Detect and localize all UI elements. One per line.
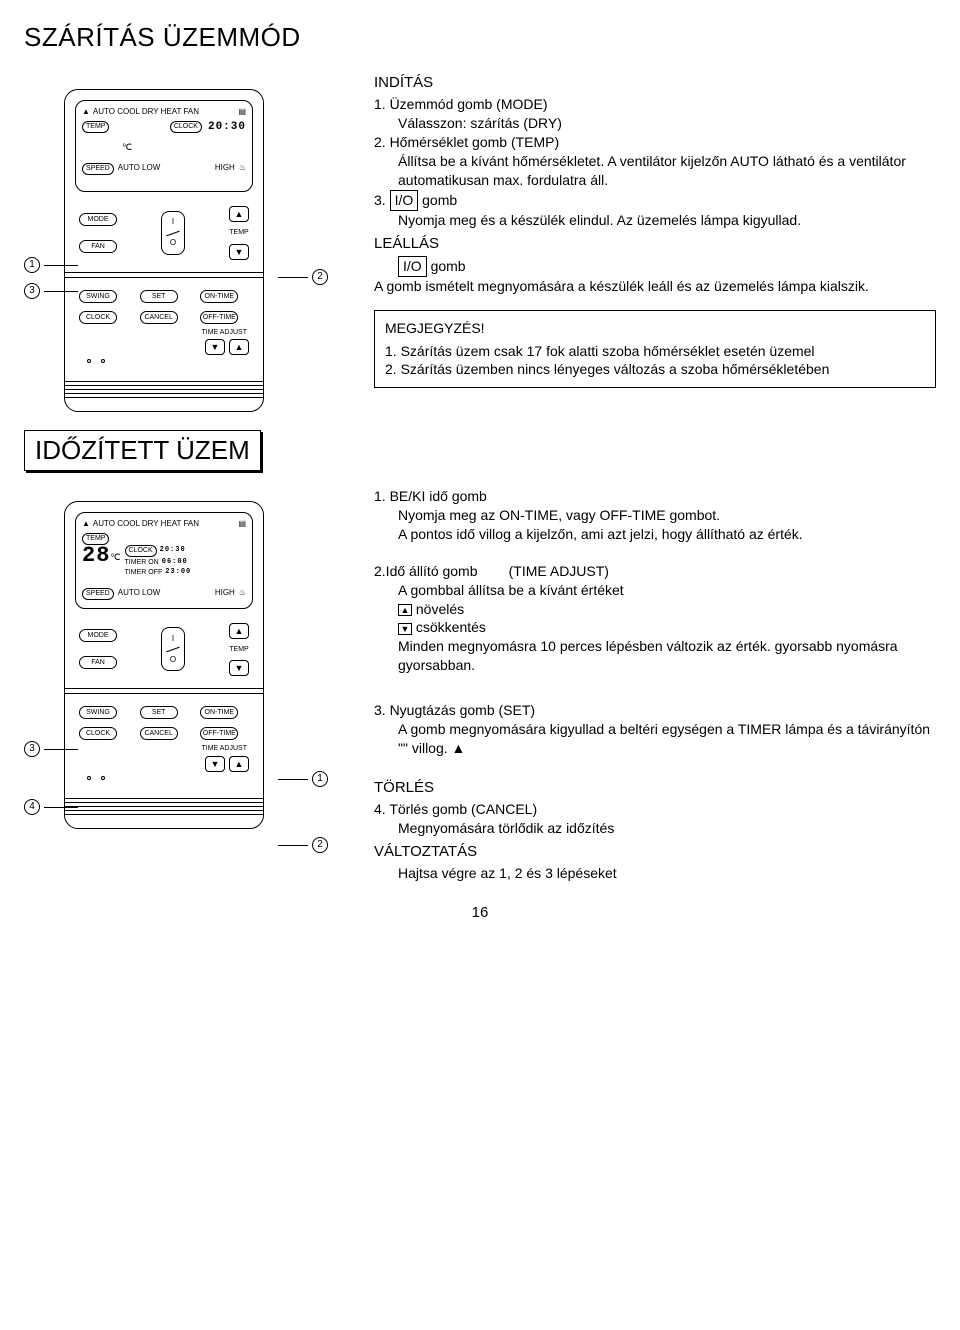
signal-icon: ▤ [238, 107, 246, 118]
off-time-button[interactable]: OFF-TIME [200, 311, 238, 324]
fan-icon: ♨ [239, 163, 246, 174]
tri-up-icon [82, 107, 90, 118]
page-number: 16 [24, 903, 936, 923]
callout-2: 2 [312, 269, 328, 285]
fan-button[interactable]: FAN [79, 240, 117, 253]
clock-button-2[interactable]: CLOCK [79, 727, 117, 740]
time-down-button[interactable]: ▼ [205, 339, 225, 355]
title-dry-mode: SZÁRÍTÁS ÜZEMMÓD [24, 20, 936, 55]
speed-pill-2: SPEED [82, 588, 114, 600]
cancel-button[interactable]: CANCEL [140, 311, 178, 324]
tri-up-icon-2 [82, 519, 90, 530]
io-button[interactable]: I O [161, 211, 185, 255]
temp-up-button-2[interactable]: ▲ [229, 623, 249, 639]
temp-pill: TEMP [82, 121, 109, 133]
clock-button[interactable]: CLOCK [79, 311, 117, 324]
mode-button[interactable]: MODE [79, 213, 117, 226]
fan-icon-2: ♨ [239, 588, 246, 599]
time-down-button-2[interactable]: ▼ [205, 756, 225, 772]
display-panel: AUTO COOL DRY HEAT FAN ▤ TEMP CLOCK 20:3… [75, 100, 253, 192]
callout-4: 4 [24, 799, 40, 815]
speed-pill: SPEED [82, 163, 114, 175]
note-box: MEGJEGYZÉS! 1. Szárítás üzem csak 17 fok… [374, 310, 936, 389]
callout-1: 1 [24, 257, 40, 273]
on-time-button[interactable]: ON-TIME [200, 290, 238, 303]
title-timer-mode: IDŐZÍTETT ÜZEM [24, 430, 261, 471]
io-box: I/O [390, 190, 419, 211]
signal-icon-2: ▤ [238, 519, 246, 530]
io-box-2: I/O [398, 256, 427, 277]
up-tri-icon: ▲ [398, 604, 412, 616]
instructions-timer: 1. BE/KI idő gomb Nyomja meg az ON-TIME,… [354, 481, 936, 883]
remote-2: 3 4 1 2 AUTO COOL DRY HEAT FAN [24, 481, 354, 829]
set-button[interactable]: SET [140, 290, 178, 303]
io-button-2[interactable]: I O [161, 627, 185, 671]
callout-3: 3 [24, 283, 40, 299]
remote-1: 1 3 2 AUTO COOL DRY HEAT FAN ▤ [24, 69, 354, 412]
set-button-2[interactable]: SET [140, 706, 178, 719]
cancel-button-2[interactable]: CANCEL [140, 727, 178, 740]
time-up-button[interactable]: ▲ [229, 339, 249, 355]
swing-button[interactable]: SWING [79, 290, 117, 303]
temp-down-button[interactable]: ▼ [229, 244, 249, 260]
display-panel-2: AUTO COOL DRY HEAT FAN ▤ TEMP 28 ℃ CLOCK… [75, 512, 253, 609]
on-time-button-2[interactable]: ON-TIME [200, 706, 238, 719]
instructions-dry: INDÍTÁS 1. Üzemmód gomb (MODE) Válasszon… [354, 69, 936, 388]
temp-up-button[interactable]: ▲ [229, 206, 249, 222]
clock-pill: CLOCK [170, 121, 202, 133]
swing-button-2[interactable]: SWING [79, 706, 117, 719]
time-up-button-2[interactable]: ▲ [229, 756, 249, 772]
mode-button-2[interactable]: MODE [79, 629, 117, 642]
off-time-button-2[interactable]: OFF-TIME [200, 727, 238, 740]
temp-down-button-2[interactable]: ▼ [229, 660, 249, 676]
callout-3b: 3 [24, 741, 40, 757]
callout-2b: 2 [312, 837, 328, 853]
fan-button-2[interactable]: FAN [79, 656, 117, 669]
callout-1b: 1 [312, 771, 328, 787]
down-tri-icon: ▼ [398, 623, 412, 635]
